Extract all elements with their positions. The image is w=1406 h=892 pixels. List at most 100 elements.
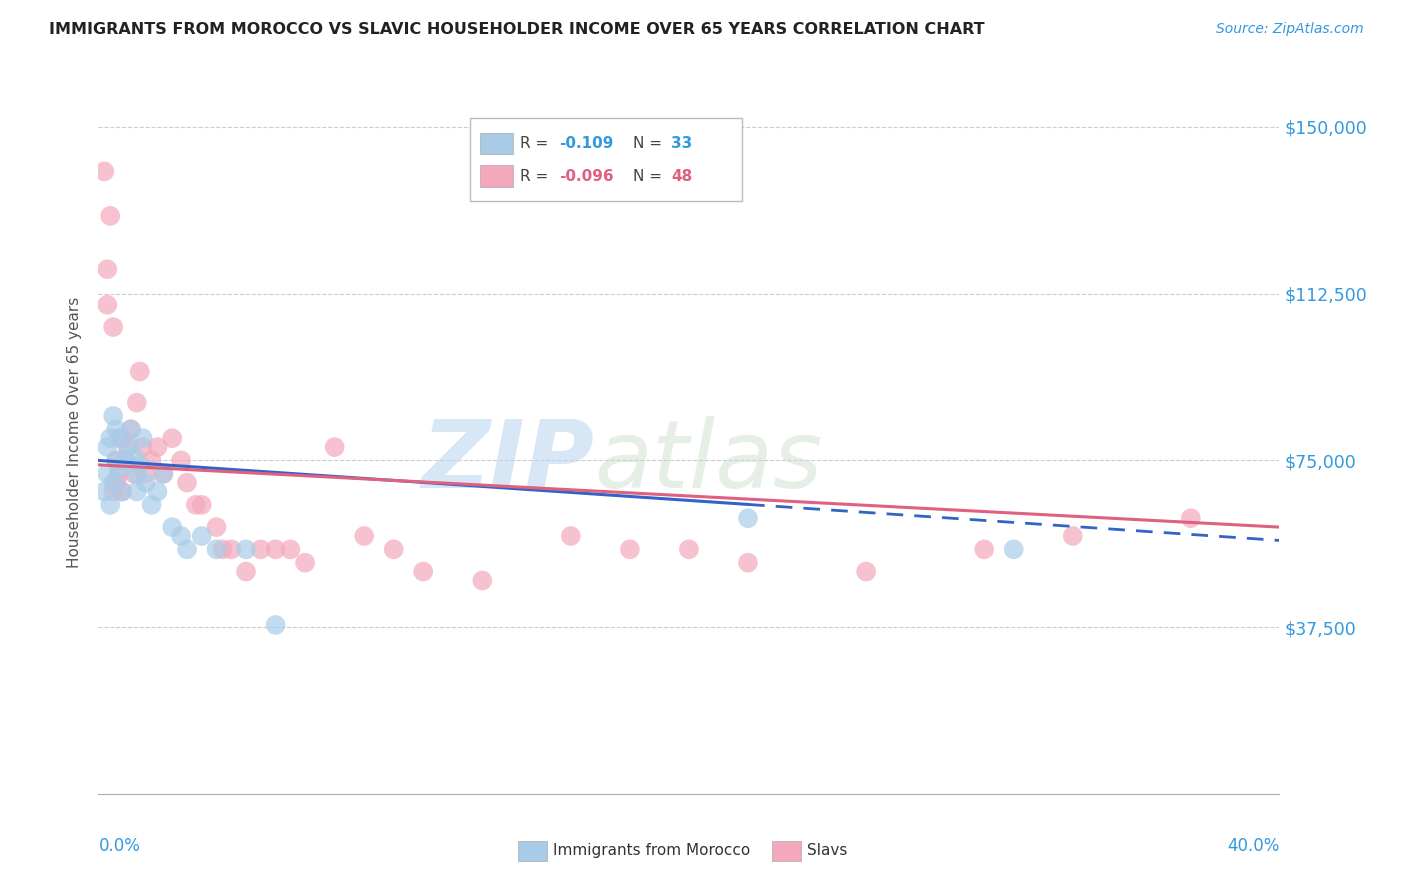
Text: atlas: atlas — [595, 416, 823, 507]
Point — [737, 556, 759, 570]
Point — [117, 440, 139, 454]
Point — [1002, 542, 1025, 557]
Point — [111, 484, 134, 499]
Point — [412, 565, 434, 579]
Point — [250, 542, 273, 557]
Point — [1062, 529, 1084, 543]
Point — [170, 453, 193, 467]
Point — [141, 498, 163, 512]
Point — [1180, 511, 1202, 525]
Text: -0.109: -0.109 — [560, 136, 613, 151]
Point — [132, 440, 155, 454]
Point — [103, 484, 125, 499]
Point — [152, 467, 174, 481]
Point — [108, 462, 131, 476]
Point — [264, 618, 287, 632]
Point — [176, 475, 198, 490]
Point — [128, 364, 150, 378]
Text: 40.0%: 40.0% — [1227, 838, 1279, 855]
Point — [120, 422, 142, 436]
Point — [221, 542, 243, 557]
Text: N =: N = — [634, 136, 668, 151]
Point — [162, 431, 183, 445]
Point — [280, 542, 302, 557]
Point — [191, 529, 214, 543]
FancyBboxPatch shape — [479, 133, 513, 154]
Point — [678, 542, 700, 557]
Point — [176, 542, 198, 557]
Point — [170, 529, 193, 543]
Point — [105, 453, 128, 467]
Point — [105, 453, 128, 467]
Point — [205, 542, 228, 557]
FancyBboxPatch shape — [471, 119, 742, 202]
Text: IMMIGRANTS FROM MOROCCO VS SLAVIC HOUSEHOLDER INCOME OVER 65 YEARS CORRELATION C: IMMIGRANTS FROM MOROCCO VS SLAVIC HOUSEH… — [49, 22, 984, 37]
Point — [353, 529, 375, 543]
Text: N =: N = — [634, 169, 668, 184]
Point — [235, 565, 257, 579]
Point — [105, 422, 128, 436]
Point — [184, 498, 207, 512]
Point — [103, 320, 125, 334]
Point — [117, 440, 139, 454]
Point — [125, 467, 148, 481]
Point — [162, 520, 183, 534]
Point — [96, 440, 118, 454]
Point — [98, 498, 121, 512]
Point — [264, 542, 287, 557]
Point — [191, 498, 214, 512]
Point — [382, 542, 405, 557]
Point — [560, 529, 582, 543]
FancyBboxPatch shape — [772, 841, 801, 861]
Point — [471, 574, 494, 588]
Point — [125, 484, 148, 499]
Point — [973, 542, 995, 557]
Text: -0.096: -0.096 — [560, 169, 613, 184]
Text: R =: R = — [520, 169, 553, 184]
Point — [108, 467, 131, 481]
Point — [96, 467, 118, 481]
Text: 0.0%: 0.0% — [98, 838, 141, 855]
Point — [235, 542, 257, 557]
Point — [96, 298, 118, 312]
Text: 48: 48 — [671, 169, 693, 184]
Point — [114, 453, 136, 467]
Point — [122, 449, 145, 463]
Point — [98, 209, 121, 223]
Point — [122, 467, 145, 481]
Point — [152, 467, 174, 481]
Point — [146, 484, 169, 499]
Point — [96, 262, 118, 277]
Point — [111, 484, 134, 499]
Point — [132, 431, 155, 445]
Point — [211, 542, 233, 557]
Point — [323, 440, 346, 454]
Point — [135, 467, 157, 481]
Point — [294, 556, 316, 570]
Point — [103, 409, 125, 423]
Point — [103, 475, 125, 490]
Point — [98, 431, 121, 445]
Text: Slavs: Slavs — [807, 844, 848, 858]
Point — [128, 458, 150, 472]
Point — [205, 520, 228, 534]
Point — [114, 453, 136, 467]
Y-axis label: Householder Income Over 65 years: Householder Income Over 65 years — [67, 297, 83, 568]
Point — [135, 475, 157, 490]
Point — [105, 475, 128, 490]
Text: Source: ZipAtlas.com: Source: ZipAtlas.com — [1216, 22, 1364, 37]
Point — [855, 565, 877, 579]
Point — [120, 422, 142, 436]
FancyBboxPatch shape — [479, 165, 513, 187]
Text: 33: 33 — [671, 136, 693, 151]
Point — [141, 453, 163, 467]
Point — [93, 164, 115, 178]
Point — [93, 484, 115, 499]
Point — [111, 431, 134, 445]
Text: Immigrants from Morocco: Immigrants from Morocco — [553, 844, 751, 858]
Point — [146, 440, 169, 454]
Point — [108, 431, 131, 445]
Text: ZIP: ZIP — [422, 416, 595, 508]
FancyBboxPatch shape — [517, 841, 547, 861]
Text: R =: R = — [520, 136, 553, 151]
